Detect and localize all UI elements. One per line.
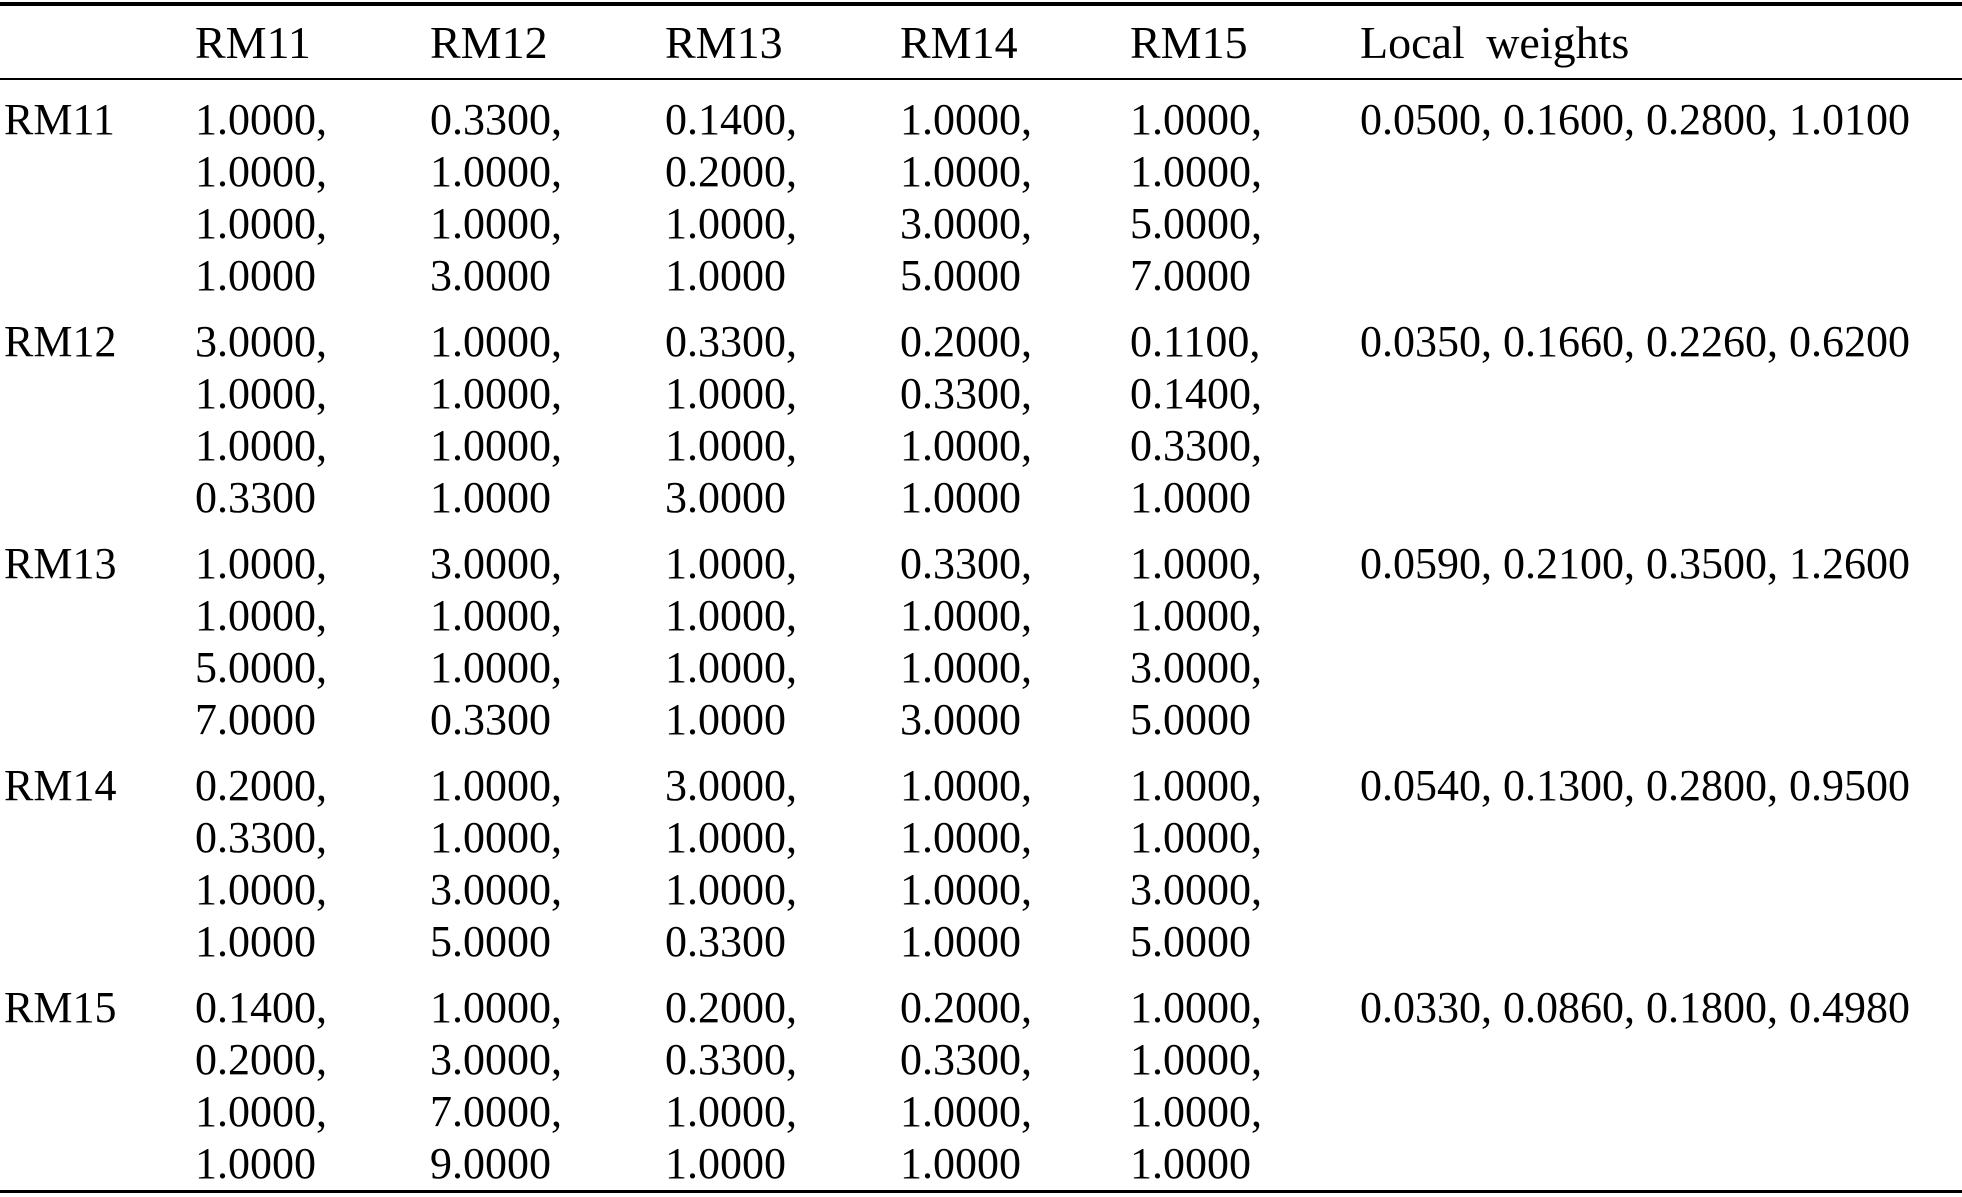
matrix-cell: 1.0000, 3.0000, 7.0000, 9.0000 [430,983,562,1188]
table-row-rm13: RM13 1.0000, 1.0000, 5.0000, 7.0000 3.00… [0,524,1962,746]
local-weights-cell: 0.0500, 0.1600, 0.2800, 1.0100 [1360,95,1910,144]
local-weights-cell: 0.0330, 0.0860, 0.1800, 0.4980 [1360,983,1910,1032]
matrix-cell: 1.0000, 1.0000, 3.0000, 5.0000 [1130,539,1262,744]
table-row-rm14: RM14 0.2000, 0.3300, 1.0000, 1.0000 1.00… [0,746,1962,968]
row-label: RM15 [4,983,117,1032]
matrix-cell: 1.0000, 1.0000, 3.0000, 5.0000 [1130,761,1262,966]
matrix-cell: 0.1400, 0.2000, 1.0000, 1.0000 [665,95,797,300]
matrix-cell: 0.2000, 0.3300, 1.0000, 1.0000 [900,983,1032,1188]
matrix-cell: 0.1100, 0.1400, 0.3300, 1.0000 [1130,317,1262,522]
matrix-cell: 3.0000, 1.0000, 1.0000, 0.3300 [430,539,562,744]
matrix-cell: 1.0000, 1.0000, 1.0000, 1.0000 [430,317,562,522]
matrix-cell: 1.0000, 1.0000, 1.0000, 1.0000 [195,95,327,300]
row-label: RM14 [4,761,117,810]
row-label: RM13 [4,539,117,588]
row-label: RM12 [4,317,117,366]
matrix-cell: 1.0000, 1.0000, 5.0000, 7.0000 [195,539,327,744]
matrix-cell: 3.0000, 1.0000, 1.0000, 0.3300 [195,317,327,522]
matrix-cell: 0.3300, 1.0000, 1.0000, 3.0000 [665,317,797,522]
column-header-rm13: RM13 [665,4,900,80]
column-header-rm15: RM15 [1130,4,1360,80]
header-row: RM11 RM12 RM13 RM14 RM15 Local weights [0,4,1962,80]
matrix-cell: 0.3300, 1.0000, 1.0000, 3.0000 [430,95,562,300]
matrix-cell: 1.0000, 1.0000, 1.0000, 1.0000 [665,539,797,744]
matrix-cell: 1.0000, 1.0000, 1.0000, 1.0000 [1130,983,1262,1188]
row-label: RM11 [4,95,115,144]
matrix-cell: 1.0000, 1.0000, 3.0000, 5.0000 [430,761,562,966]
matrix-cell: 0.2000, 0.3300, 1.0000, 1.0000 [195,761,327,966]
matrix-cell: 1.0000, 1.0000, 1.0000, 1.0000 [900,761,1032,966]
table-row-rm11: RM11 1.0000, 1.0000, 1.0000, 1.0000 0.33… [0,79,1962,302]
corner-cell [0,4,195,80]
column-header-rm14: RM14 [900,4,1130,80]
column-header-rm11: RM11 [195,4,430,80]
matrix-cell: 0.3300, 1.0000, 1.0000, 3.0000 [900,539,1032,744]
matrix-cell: 0.1400, 0.2000, 1.0000, 1.0000 [195,983,327,1188]
column-header-rm12: RM12 [430,4,665,80]
local-weights-cell: 0.0540, 0.1300, 0.2800, 0.9500 [1360,761,1910,810]
column-header-local-weights: Local weights [1360,4,1962,80]
matrix-cell: 0.2000, 0.3300, 1.0000, 1.0000 [900,317,1032,522]
matrix-cell: 3.0000, 1.0000, 1.0000, 0.3300 [665,761,797,966]
matrix-cell: 0.2000, 0.3300, 1.0000, 1.0000 [665,983,797,1188]
table-row-rm15: RM15 0.1400, 0.2000, 1.0000, 1.0000 1.00… [0,968,1962,1192]
table-row-rm12: RM12 3.0000, 1.0000, 1.0000, 0.3300 1.00… [0,302,1962,524]
local-weights-cell: 0.0590, 0.2100, 0.3500, 1.2600 [1360,539,1910,588]
matrix-cell: 1.0000, 1.0000, 5.0000, 7.0000 [1130,95,1262,300]
local-weights-cell: 0.0350, 0.1660, 0.2260, 0.6200 [1360,317,1910,366]
matrix-cell: 1.0000, 1.0000, 3.0000, 5.0000 [900,95,1032,300]
